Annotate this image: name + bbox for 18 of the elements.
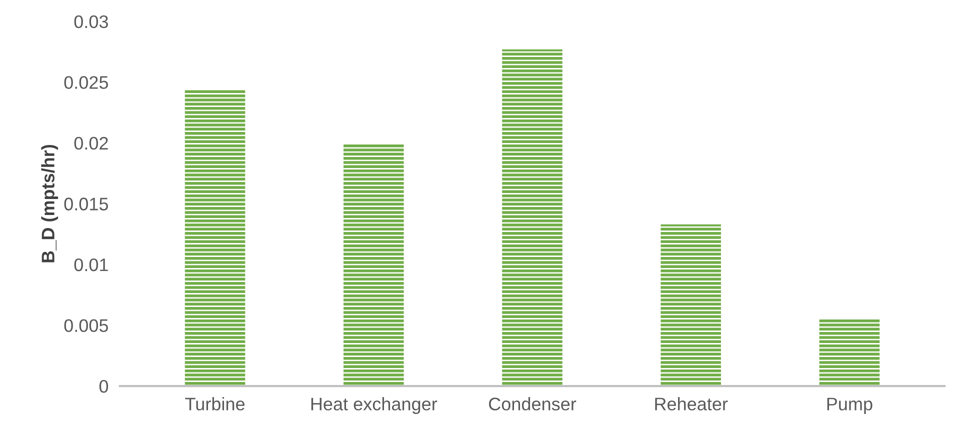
bar	[344, 142, 404, 386]
x-tick-label: Reheater	[655, 397, 728, 410]
bar	[819, 319, 880, 386]
y-tick-label: 0	[99, 380, 108, 393]
bar	[660, 224, 721, 386]
bar	[184, 89, 246, 386]
x-tick-label: Condenser	[489, 397, 576, 410]
y-tick-label: 0.01	[74, 258, 108, 272]
x-tick-label: Heat exchanger	[311, 397, 438, 414]
y-tick-label: 0.02	[74, 136, 108, 150]
y-tick-label: 0.015	[64, 198, 108, 210]
bar	[502, 49, 562, 386]
y-tick-label: 0.03	[74, 15, 108, 28]
x-tick-label: Turbine	[185, 397, 245, 410]
x-tick-label: Pump	[827, 398, 872, 414]
y-tick-label: 0.025	[64, 76, 108, 89]
y-axis-title: B_D (mpts/hr)	[41, 144, 58, 262]
y-tick-label: 0.005	[64, 319, 108, 332]
